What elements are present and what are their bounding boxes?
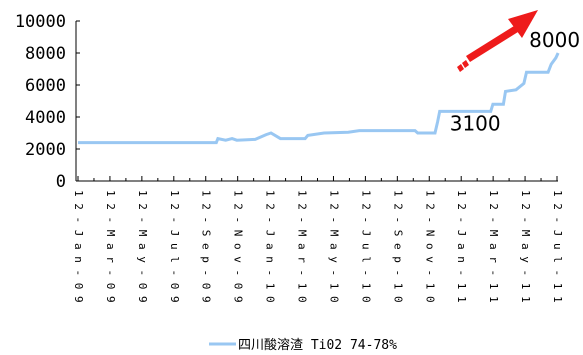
x-axis: 1 2 - J a n - 0 9 1 2 - M a r - 0 9 1 2 - … bbox=[72, 176, 564, 303]
x-tick-label: 1 2 - S e p - 0 9 bbox=[200, 190, 213, 303]
x-tick-label: 1 2 - M a r - 1 1 bbox=[487, 190, 500, 303]
trend-arrow bbox=[457, 10, 538, 72]
x-tick-label: 1 2 - J a n - 0 9 bbox=[72, 190, 85, 303]
x-tick-label: 1 2 - M a y - 1 0 bbox=[327, 190, 340, 303]
y-tick-label: 4000 bbox=[25, 108, 66, 128]
arrow-shaft bbox=[466, 26, 518, 62]
x-tick-label: 1 2 - J a n - 1 1 bbox=[455, 190, 468, 303]
legend-label: 四川酸溶渣 Ti02 74-78% bbox=[238, 338, 397, 353]
x-tick-label: 1 2 - S e p - 1 0 bbox=[391, 190, 404, 303]
y-tick-label: 2000 bbox=[25, 140, 66, 160]
series-layer bbox=[78, 52, 560, 145]
y-tick-label: 0 bbox=[56, 172, 66, 192]
y-axis: 0 2000 4000 6000 8000 10000 bbox=[15, 12, 80, 192]
y-tick-label: 10000 bbox=[15, 12, 66, 32]
x-tick-label: 1 2 - M a y - 1 1 bbox=[519, 190, 532, 303]
legend: 四川酸溶渣 Ti02 74-78% bbox=[209, 338, 397, 353]
x-tick-label: 1 2 - J a n - 1 0 bbox=[264, 190, 277, 303]
y-tick-label: 8000 bbox=[25, 44, 66, 64]
x-tick-label: 1 2 - J u l - 0 9 bbox=[168, 190, 181, 303]
x-tick-label: 1 2 - J u l - 1 1 bbox=[551, 190, 564, 303]
arrow-tail-stripe bbox=[457, 64, 464, 72]
x-tick-label: 1 2 - M a r - 1 0 bbox=[296, 190, 309, 303]
x-tick-label: 1 2 - M a r - 0 9 bbox=[104, 190, 117, 303]
x-tick-label: 1 2 - J u l - 1 0 bbox=[359, 190, 372, 303]
annotation-label: 8000 bbox=[529, 28, 580, 52]
x-tick-label: 1 2 - M a y - 0 9 bbox=[136, 190, 149, 303]
annotation-label: 3100 bbox=[450, 111, 501, 135]
arrow-head bbox=[508, 10, 538, 38]
series-line bbox=[78, 52, 560, 145]
x-tick-label: 1 2 - N o v - 1 0 bbox=[423, 190, 436, 303]
y-tick-label: 6000 bbox=[25, 76, 66, 96]
arrow-tail-stripe bbox=[462, 60, 469, 68]
annotation-layer: 3100 8000 bbox=[450, 28, 580, 135]
x-tick-label: 1 2 - N o v - 0 9 bbox=[232, 190, 245, 303]
